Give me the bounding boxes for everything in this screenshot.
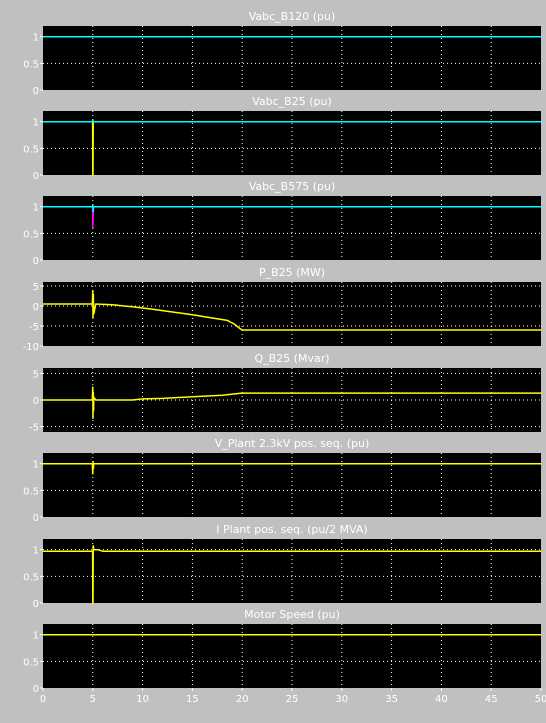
y-tick-label: 5 [33,369,39,380]
y-tick-label: 0.5 [23,59,39,70]
x-tick-label: 30 [335,694,348,705]
y-tick-label: 0 [33,302,39,313]
y-tick-label: 0.5 [23,144,39,155]
y-tick-label: 5 [33,282,39,293]
y-tick-label: 1 [33,33,39,44]
x-tick-label: 5 [90,694,96,705]
x-tick-label: 20 [236,694,249,705]
y-tick-label: 0 [33,86,39,97]
y-tick-label: 0.5 [23,572,39,583]
y-tick-label: 1 [33,546,39,557]
plot-title: I Plant pos. seq. (pu/2 MVA) [216,523,367,536]
y-tick-label: 0 [33,256,39,267]
y-tick-label: 0 [33,396,39,407]
y-tick-label: 0 [33,513,39,524]
y-tick-label: -5 [29,322,39,333]
x-tick-label: 45 [485,694,498,705]
y-tick-label: 0.5 [23,657,39,668]
plot-title: V_Plant 2.3kV pos. seq. (pu) [215,437,370,450]
series-line [43,386,541,419]
x-tick-label: 35 [385,694,398,705]
series-line [43,118,541,123]
plot-title: Vabc_B25 (pu) [252,95,332,108]
y-tick-label: -5 [29,423,39,434]
x-tick-label: 25 [286,694,299,705]
series-line [43,289,541,331]
y-tick-label: 0 [33,171,39,182]
x-tick-label: 40 [435,694,448,705]
y-tick-label: 0.5 [23,229,39,240]
x-tick-label: 15 [186,694,199,705]
plot-title: Vabc_B575 (pu) [249,180,336,193]
series-line [43,203,541,213]
y-tick-label: -10 [23,342,39,353]
y-tick-label: 0 [33,599,39,610]
x-tick-label: 0 [40,694,46,705]
y-tick-label: 0 [33,684,39,695]
y-tick-label: 1 [33,460,39,471]
plot-title: Q_B25 (Mvar) [254,352,329,365]
y-tick-label: 1 [33,203,39,214]
x-tick-label: 10 [136,694,149,705]
plot-title: Motor Speed (pu) [244,608,340,621]
series-line [43,460,541,475]
plot-title: Vabc_B120 (pu) [249,10,336,23]
y-tick-label: 0.5 [23,486,39,497]
y-tick-label: 1 [33,118,39,129]
series-line [43,545,541,604]
plot-title: P_B25 (MW) [259,266,325,279]
x-tick-label: 50 [535,694,546,705]
y-tick-label: 1 [33,631,39,642]
